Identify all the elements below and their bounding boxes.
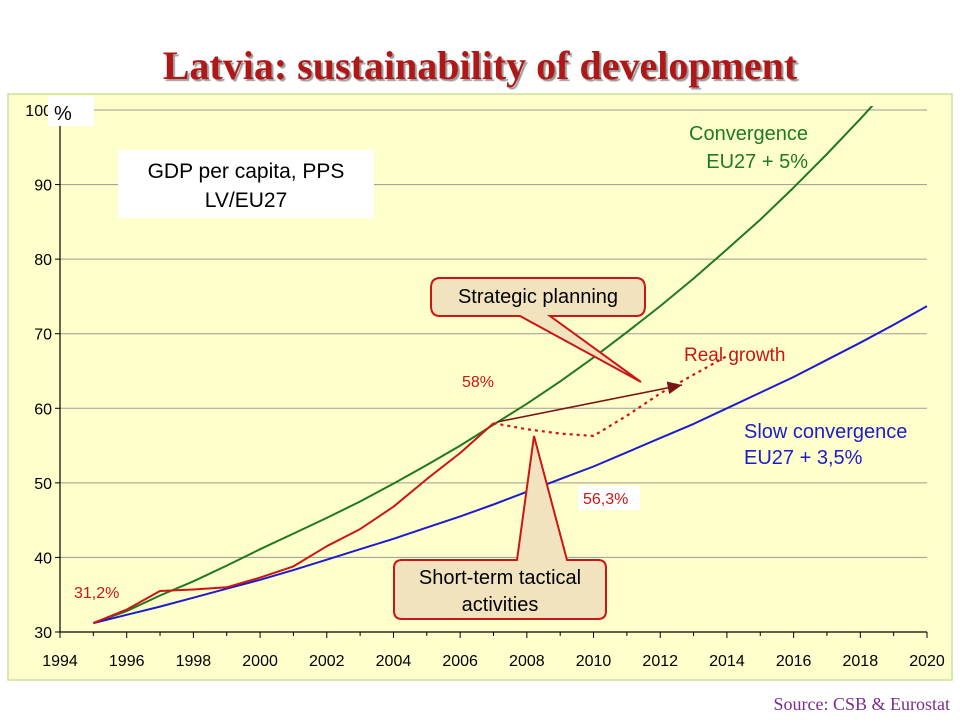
x-tick-label: 2018 [843,653,879,670]
annotation-56-3: 56,3% [583,491,628,508]
annotation-58: 58% [462,374,494,391]
x-tick-label: 2004 [376,653,412,670]
callout-short-term-tactical [393,435,607,620]
x-tick-label: 1998 [176,653,212,670]
y-tick-label: 80 [34,252,52,269]
x-tick-label: 2012 [642,653,678,670]
annotation-31-2: 31,2% [74,585,119,602]
label-real-growth: Real growth [684,345,785,366]
callout-strategic-label: Strategic planning [458,286,618,308]
label-convergence-2: EU27 + 5% [706,151,808,173]
y-tick-label: 70 [34,327,52,344]
page-title: Latvia: sustainability of development [162,43,798,88]
axes: 30 40 50 60 70 80 90 100 1994 1996 1998 2000 2002 200… [25,103,945,670]
y-tick-label: 90 [34,178,52,195]
label-slow-2: EU27 + 3,5% [744,447,863,469]
x-tick-label: 2020 [909,653,945,670]
x-tick-label: 2006 [442,653,478,670]
x-tick-label: 2016 [776,653,812,670]
series [92,106,928,625]
callout-tactical-label-line2: activities [462,594,539,616]
y-tick-label: 60 [34,401,52,418]
series-real-growth-line [92,422,495,625]
label-slow-1: Slow convergence [744,421,907,443]
source-note: Source: CSB & Eurostat [773,694,951,714]
callout-strategic-planning [430,277,646,383]
chart-subtitle: LV/EU27 [205,189,288,212]
x-tick-label: 2002 [309,653,345,670]
chart-title: GDP per capita, PPS [148,160,345,183]
y-tick-label: 50 [34,476,52,493]
growth-arrow [496,381,683,423]
y-tick-label: 100 [25,103,52,120]
x-tick-label: 2000 [242,653,278,670]
x-tick-label: 2010 [576,653,612,670]
x-tick-label: 1994 [42,653,78,670]
callout-tactical-label-line1: Short-term tactical [419,567,581,589]
annotation-56-3-bg [578,486,640,510]
label-convergence-1: Convergence [689,123,808,145]
x-tick-label: 2014 [709,653,745,670]
series-real-growth-projection-line [493,355,728,437]
series-convergence-line [92,106,874,625]
chart-title-box [118,150,374,218]
y-tick-label: 30 [34,625,52,642]
ylabel-box [48,96,94,126]
x-tick-label: 2008 [509,653,545,670]
y-tick-label: 40 [34,550,52,567]
x-tick-label: 1996 [109,653,145,670]
series-slow-convergence-line [93,305,928,625]
y-axis-unit: % [54,103,72,125]
